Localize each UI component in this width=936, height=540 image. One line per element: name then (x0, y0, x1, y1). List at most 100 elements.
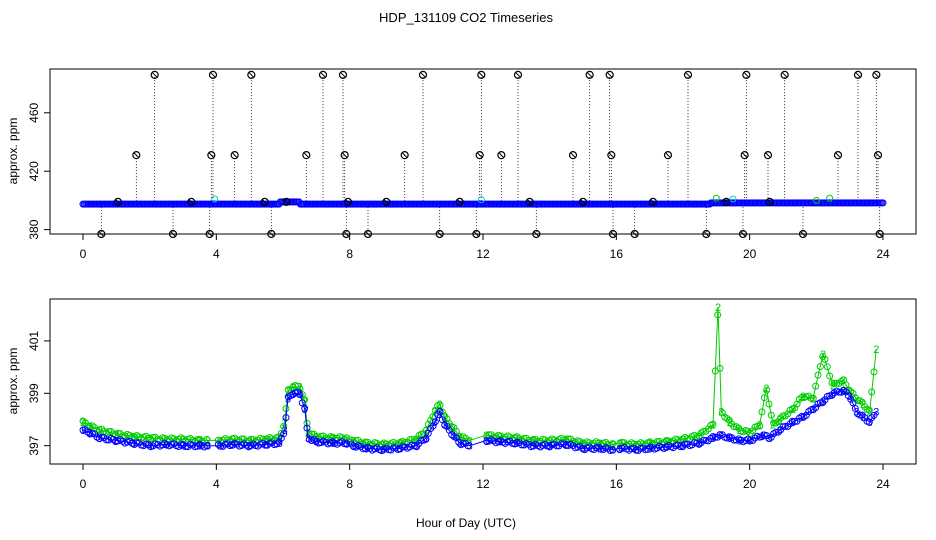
bottom-series-symbol-3: 3 (413, 441, 419, 453)
bottom-series-symbol-2: 2 (867, 407, 873, 419)
top-y-tick-label: 460 (27, 102, 41, 122)
top-small-point-cross (766, 199, 773, 205)
bottom-series-point-2 (765, 400, 773, 408)
bottom-series-symbol-2: 2 (697, 430, 703, 442)
bottom-series-point-3 (809, 406, 817, 414)
top-spike-mid-point (302, 151, 311, 160)
bottom-series-point-3 (443, 422, 451, 430)
bottom-series-symbol-2: 2 (483, 430, 489, 442)
top-small-point (382, 197, 391, 206)
bottom-series-point-3 (275, 438, 283, 446)
bottom-series-point-2 (436, 401, 444, 409)
bottom-series-symbol-2: 2 (263, 434, 269, 446)
bottom-series-symbol-2: 2 (763, 383, 769, 395)
top-y-axis: 380 420 460 (27, 102, 50, 240)
bottom-series-symbol-3: 3 (217, 441, 223, 453)
bottom-series-point-3 (525, 440, 533, 448)
bottom-series-point-2 (532, 436, 540, 443)
top-spike-mid-point-cross (570, 152, 576, 158)
bottom-series-point-2 (854, 397, 862, 405)
bottom-series-point-3 (149, 442, 157, 450)
bottom-series-point-3 (490, 437, 498, 445)
bottom-series-point-2 (809, 394, 817, 402)
bottom-series-symbol-2: 2 (680, 434, 686, 446)
bottom-series-symbol-2: 2 (580, 438, 586, 450)
bottom-series-point-3 (84, 428, 92, 436)
top-spike-high-point (683, 70, 693, 79)
top-spike-high-point-cross (685, 72, 691, 78)
bottom-series-symbol-3: 3 (697, 438, 703, 450)
top-spike-mid-point (207, 151, 216, 160)
bottom-series-point-3 (273, 440, 281, 448)
bottom-series-point-2 (107, 428, 115, 435)
bottom-series-symbol-2: 2 (513, 433, 519, 445)
top-spike-mid-point-cross (741, 152, 748, 158)
bottom-series-point-3 (704, 437, 712, 445)
bottom-series-point-2 (865, 406, 873, 414)
bottom-series-point-2 (774, 418, 782, 426)
bottom-series-point-2 (784, 410, 792, 418)
bottom-series-symbol-3: 3 (163, 439, 169, 451)
bottom-series-symbol-2: 2 (810, 394, 816, 406)
bottom-series-point-2 (744, 427, 752, 435)
top-spike-high-point (585, 70, 594, 79)
bottom-series-symbol-3: 3 (790, 417, 796, 429)
bottom-series-point-2 (830, 380, 838, 387)
bottom-series-symbol-3: 3 (263, 439, 269, 451)
bottom-series-point-2 (870, 368, 878, 376)
bottom-series-point-2 (723, 415, 731, 422)
bottom-series-symbol-2: 2 (800, 391, 806, 403)
bottom-y-axis-label: approx. ppm (6, 348, 20, 415)
bottom-series-symbol-3: 3 (610, 445, 616, 457)
bottom-series-symbol-3: 3 (305, 433, 311, 445)
top-spike-high-point (338, 70, 348, 79)
top-overlay-point (211, 195, 219, 203)
top-spike-high-point-cross (210, 72, 216, 78)
bottom-series-symbol-3: 3 (830, 388, 836, 400)
bottom-series-symbol-3: 3 (563, 439, 569, 451)
bottom-series-point-3 (861, 414, 869, 422)
bottom-series-point-3 (126, 437, 134, 445)
bottom-x-axis: 0 4 8 12 16 20 24 (80, 464, 890, 491)
top-small-point (578, 197, 588, 206)
top-small-point-cross (580, 199, 586, 205)
bottom-series-symbol-2: 2 (853, 394, 859, 406)
bottom-series-point-3 (606, 447, 614, 454)
top-spike-high-point (208, 70, 218, 79)
bottom-series-point-3 (847, 395, 855, 403)
bottom-y-tick-label: 397 (27, 435, 41, 455)
bottom-series-symbol-2: 2 (432, 407, 438, 419)
bottom-series-symbol-2: 2 (617, 438, 623, 450)
top-spike-mid-point (340, 151, 349, 160)
top-small-point (525, 197, 534, 206)
bottom-series-point-2 (716, 364, 724, 372)
top-small-point-cross (188, 199, 195, 205)
top-spike-mid-point-cross (765, 152, 771, 158)
top-spike-high-point (513, 70, 523, 79)
top-spike-high-point (853, 70, 863, 79)
top-spike-mid-point-cross (341, 152, 348, 158)
top-spike-high-point (872, 70, 881, 79)
bottom-series-symbol-2: 2 (97, 425, 103, 437)
top-small-point (765, 197, 774, 206)
top-spike-mid-point-cross (303, 152, 310, 158)
top-spike-low-point (738, 229, 748, 239)
bottom-series-symbol-3: 3 (580, 443, 586, 455)
bottom-series-point-3 (357, 443, 365, 450)
bottom-series-symbol-3: 3 (840, 386, 846, 398)
bottom-series-symbol-2: 2 (715, 302, 721, 314)
top-small-point (282, 197, 291, 206)
bottom-series-point-3 (821, 396, 829, 404)
bottom-series-symbol-2: 2 (737, 425, 743, 437)
top-spike-high-point-cross (606, 72, 613, 78)
bottom-series-point-3 (849, 399, 857, 407)
top-spike-mid-point-cross (835, 152, 841, 158)
x-axis-label: Hour of Day (UTC) (416, 516, 516, 530)
bottom-series-symbol-3: 3 (530, 441, 536, 453)
bottom-series-symbol-2: 2 (397, 438, 403, 450)
top-spike-high-point-cross (855, 72, 861, 78)
bottom-series-point-2 (868, 388, 876, 396)
top-overlay-point (477, 196, 485, 204)
